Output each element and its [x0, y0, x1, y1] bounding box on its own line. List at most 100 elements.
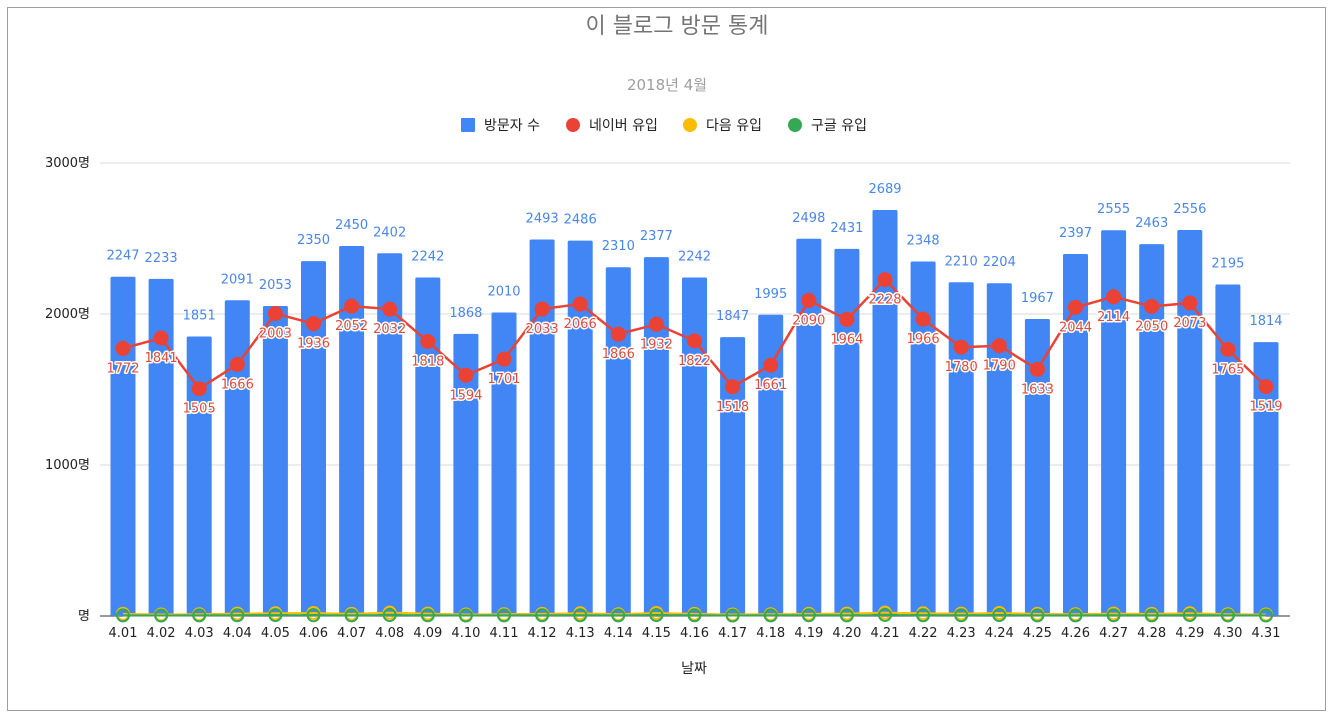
- bar-data-label: 1851: [183, 308, 216, 323]
- bar-data-label: 1995: [754, 287, 787, 302]
- bar: [796, 238, 822, 616]
- bar-data-label: 2555: [1097, 202, 1130, 217]
- bar: [872, 209, 898, 616]
- line-point: [801, 292, 817, 308]
- line-point: [154, 608, 169, 623]
- line-point: [801, 608, 816, 623]
- line-point: [458, 367, 474, 383]
- line-point: [1029, 361, 1045, 377]
- x-tick-label: 4.13: [566, 626, 595, 641]
- bar: [682, 277, 707, 616]
- line-point: [191, 381, 207, 397]
- line-data-label: 2090: [792, 313, 825, 328]
- chart-title: 이 블로그 방문 통계: [586, 14, 769, 39]
- line-data-label: 1519: [1249, 400, 1282, 415]
- x-tick-label: 4.16: [680, 626, 709, 641]
- line-point: [267, 306, 283, 322]
- bar: [1253, 342, 1279, 616]
- x-tick-label: 4.04: [223, 626, 252, 641]
- bar: [1024, 318, 1050, 616]
- bar: [415, 277, 441, 616]
- bar-data-label: 2397: [1059, 226, 1092, 241]
- line-data-label: 1780: [945, 360, 978, 375]
- x-tick-label: 4.30: [1213, 626, 1242, 641]
- line-point: [573, 608, 588, 623]
- bar-data-label: 2689: [868, 182, 901, 197]
- bar: [834, 248, 860, 616]
- x-tick-label: 4.23: [947, 626, 976, 641]
- bar: [567, 240, 593, 616]
- bar-labels-group: 2247 2233 1851 2091 2053 2350 2450 2402 2242 1868…: [106, 182, 1282, 329]
- x-tick-label: 4.29: [1175, 626, 1204, 641]
- line-point: [878, 607, 892, 622]
- line-data-label: 2228: [868, 293, 901, 308]
- lines-group: 1772 1841 1505 1666 2003 1936 2052 2032 1818 1594…: [105, 272, 1284, 623]
- line-point: [153, 330, 169, 346]
- line-point: [649, 608, 664, 623]
- line-point: [992, 608, 1007, 623]
- x-tick-label: 4.31: [1252, 626, 1281, 641]
- line-point: [458, 608, 473, 623]
- line-point: [687, 608, 702, 623]
- line-data-label: 2032: [373, 322, 406, 337]
- bar-data-label: 2431: [830, 221, 863, 236]
- x-tick-label: 4.26: [1061, 626, 1090, 641]
- line-point: [1220, 608, 1235, 623]
- x-tick-label: 4.21: [871, 626, 900, 641]
- line-data-label: 2114: [1097, 310, 1130, 325]
- bar-data-label: 2247: [106, 249, 139, 264]
- bar-data-label: 2350: [297, 233, 330, 248]
- line-point: [229, 356, 245, 372]
- line-point: [382, 608, 397, 623]
- y-tick-label: 3000명: [45, 156, 90, 171]
- legend-swatch: [566, 118, 580, 132]
- line-point: [115, 340, 131, 356]
- legend-label: 구글 유입: [811, 118, 867, 134]
- bar: [186, 336, 212, 616]
- line-data-label: 2073: [1173, 316, 1206, 331]
- line-data-label: 1818: [411, 354, 444, 369]
- bar-data-label: 2195: [1211, 257, 1244, 272]
- bar: [643, 257, 669, 616]
- bar: [986, 283, 1012, 616]
- line-point: [763, 608, 778, 623]
- line-data-label: 2044: [1059, 320, 1092, 335]
- x-tick-label: 4.15: [642, 626, 671, 641]
- bar: [339, 246, 365, 617]
- bar: [1139, 244, 1165, 616]
- bar-data-label: 2210: [945, 254, 978, 269]
- line-data-label: 1594: [449, 388, 482, 403]
- bar: [262, 305, 288, 616]
- x-tick-label: 4.02: [147, 626, 176, 641]
- bar: [301, 261, 326, 616]
- line-point: [648, 316, 664, 332]
- legend-label: 방문자 수: [484, 118, 540, 134]
- line-point: [116, 608, 130, 623]
- y-tick-label: 2000명: [45, 307, 90, 322]
- bar-data-label: 2233: [145, 251, 178, 266]
- line-data-label: 2003: [259, 327, 292, 342]
- line-point: [382, 301, 398, 317]
- legend-swatch: [683, 118, 697, 132]
- x-tick-label: 4.17: [718, 626, 747, 641]
- bar-data-label: 2463: [1135, 216, 1168, 231]
- line-point: [953, 339, 969, 355]
- bar-data-label: 2204: [983, 255, 1016, 270]
- x-axis-label: 날짜: [681, 661, 707, 677]
- line-data-label: 1932: [640, 337, 673, 352]
- x-tick-label: 4.28: [1137, 626, 1166, 641]
- line-point: [877, 272, 893, 288]
- legend-swatch: [788, 118, 802, 132]
- line-data-label: 2052: [335, 319, 368, 334]
- legend-swatch: [461, 118, 475, 132]
- x-tick-label: 4.19: [794, 626, 823, 641]
- bar: [1215, 284, 1241, 616]
- bar: [453, 333, 479, 616]
- line-point: [420, 333, 436, 349]
- bar-data-label: 2493: [526, 212, 559, 227]
- series-line: [122, 611, 1267, 616]
- line-point: [687, 333, 702, 349]
- x-tick-label: 4.09: [413, 626, 442, 641]
- line-point: [611, 608, 626, 623]
